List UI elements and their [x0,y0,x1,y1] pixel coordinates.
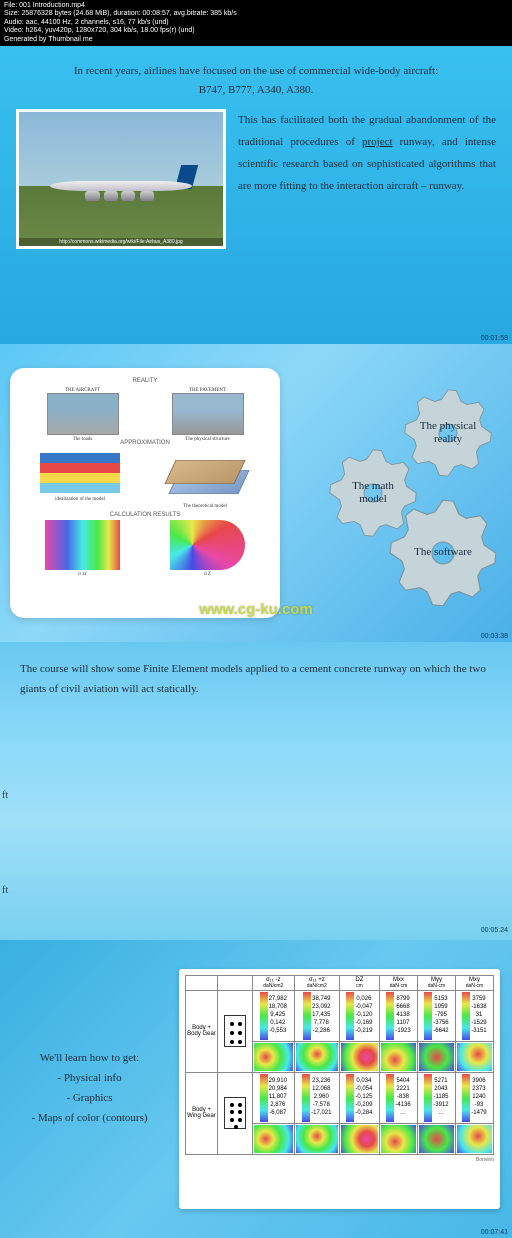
layered-model [40,453,120,495]
physstruct-label: The physical structure [172,437,244,442]
col-header: σ₁₁ +zdaN/cm2 [294,975,339,990]
meta-file: File: 001 Introduction.mp4 [4,2,508,10]
timestamp-3: 00:05:24 [481,925,508,938]
diagram-panel: REALITY THE AIRCRAFT The loads THE PAVEM… [10,368,280,618]
value-cell: 0,026-0,047-0,120-0,169-0,219 [339,990,379,1041]
heatmap-cell [418,1123,456,1154]
results-table-card: σ₁₁ -zdaN/cm2σ₁₁ +zdaN/cm2DZcmMxxdaN·cmM… [179,969,500,1209]
row-label: Body + Wing Gear [186,1072,218,1154]
ideal-label: idealization of the model [40,497,120,502]
gear-config-icon [224,1097,246,1129]
slide1-title-line1: In recent years, airlines have focused o… [16,62,496,81]
stress-contour [45,520,120,570]
heatmap-cell [339,1123,379,1154]
value-cell: 51531959-795-3756-6642 [418,990,456,1041]
col-header: MyydaN·cm [418,975,456,990]
meta-audio: Audio: aac, 44100 Hz, 2 channels, s16, 7… [4,19,508,27]
slide1-body-text: This has facilitated both the gradual ab… [238,109,496,197]
meta-gen: Generated by Thumbnail me [4,36,508,44]
aircraft-thumb [47,393,119,435]
ft-label-2: ft [2,882,8,900]
heatmap-cell [455,1041,493,1072]
col-header: σ₁₁ -zdaN/cm2 [252,975,294,990]
timestamp-2: 00:03:38 [481,633,508,640]
gear2-text: The math model [328,480,418,506]
slide-3: The course will show some Finite Element… [0,642,512,940]
table-credit: Bonvino [185,1157,494,1163]
slide4-line2: - Physical info [12,1069,167,1089]
gear-diagram: The physical reality The math model The … [288,363,502,623]
gear-config-icon [224,1015,246,1047]
slide1-title-line2: B747, B777, A340, A380. [16,81,496,100]
timestamp-1: 00:01:58 [481,335,508,342]
gear3-text: The software [400,546,486,559]
airplane-graphic [50,169,193,209]
dz-label: d Z [170,572,245,577]
value-cell: 8799666841381107-1923 [380,990,418,1041]
slide1-title: In recent years, airlines have focused o… [16,62,496,99]
slide4-line4: - Maps of color (contours) [12,1109,167,1129]
value-cell: 29,91020,98411,8072,876-6,087 [252,1072,294,1123]
slide-4: We'll learn how to get: - Physical info … [0,940,512,1238]
heatmap-cell [252,1041,294,1072]
value-cell: 23,23612,0682,960-7,578-17,021 [294,1072,339,1123]
watermark: www.cg-ku.com [199,601,313,618]
reality-label: REALITY [20,378,270,384]
slide-2: REALITY THE AIRCRAFT The loads THE PAVEM… [0,344,512,642]
heatmap-cell [380,1041,418,1072]
heatmap-cell [339,1041,379,1072]
heatmap-cell [294,1041,339,1072]
results-table: σ₁₁ -zdaN/cm2σ₁₁ +zdaN/cm2DZcmMxxdaN·cmM… [185,975,494,1155]
value-cell: 54042221-838-4136… [380,1072,418,1123]
slide4-bullets: We'll learn how to get: - Physical info … [12,1049,167,1128]
aircraft-photo: http://commons.wikimedia.org/wiki/File:A… [16,109,226,249]
results-label: CALCULATION RESULTS [20,512,270,518]
heatmap-cell [418,1041,456,1072]
video-metadata: File: 001 Introduction.mp4 Size: 2587632… [0,0,512,46]
value-cell: 0,034-0,054-0,125-0,209-0,284 [339,1072,379,1123]
heatmap-cell [380,1123,418,1154]
meta-size: Size: 25876328 bytes (24.68 MiB), durati… [4,10,508,18]
photo-caption: http://commons.wikimedia.org/wiki/File:A… [19,238,223,246]
col-header: MxxdaN·cm [380,975,418,990]
gear-software: The software [388,498,498,608]
slide4-line3: - Graphics [12,1089,167,1109]
theoretical-label: The theoretical model [160,504,250,509]
col-header: MxydaN·cm [455,975,493,990]
pavement-thumb [172,393,244,435]
ft-label-1: ft [2,787,8,805]
slide-1: In recent years, airlines have focused o… [0,46,512,344]
value-cell: 27,98218,7089,4250,142-0,553 [252,990,294,1041]
value-cell: 3759-163831-1529-3151 [455,990,493,1041]
heatmap-cell [294,1123,339,1154]
value-cell: 38,74923,09217,4357,778-2,286 [294,990,339,1041]
value-cell: 390623731240-93-1479 [455,1072,493,1123]
isometric-model [160,447,250,502]
heatmap-cell [252,1123,294,1154]
col-header: DZcm [339,975,379,990]
sigma-label: σ zz [45,572,120,577]
gear1-text: The physical reality [403,420,493,446]
heatmap-cell [455,1123,493,1154]
row-label: Body + Body Gear [186,990,218,1072]
slide4-line1: We'll learn how to get: [12,1049,167,1069]
loads-label: The loads [47,437,119,442]
deflection-contour [170,520,245,570]
slide3-text: The course will show some Finite Element… [20,660,492,700]
value-cell: 52712043-1185-3912… [418,1072,456,1123]
meta-video: Video: h264, yuv420p, 1280x720, 304 kb/s… [4,27,508,35]
timestamp-4: 00:07:41 [481,1229,508,1236]
